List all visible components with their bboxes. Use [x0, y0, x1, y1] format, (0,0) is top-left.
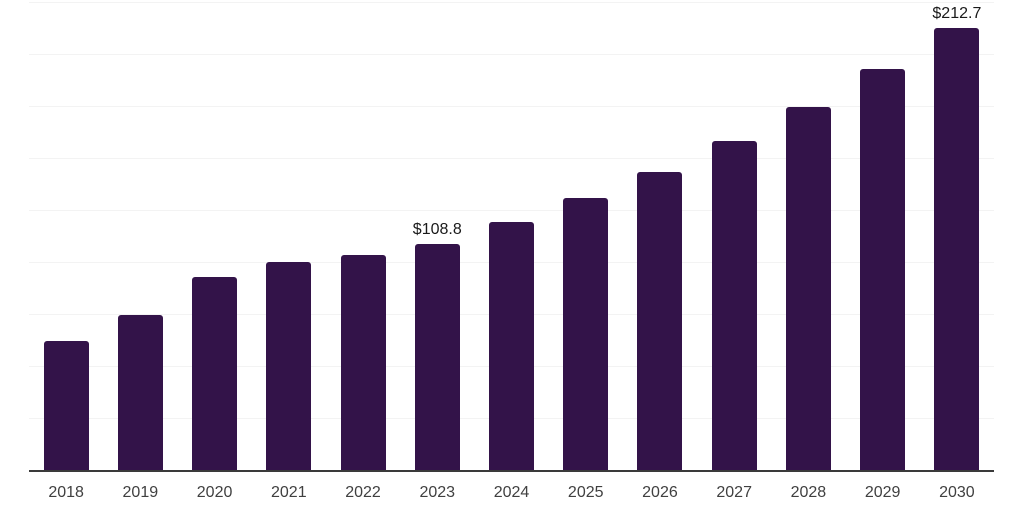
x-tick-label-2025: 2025 [567, 484, 604, 501]
bar-2023 [414, 243, 460, 470]
x-tick-label-2018: 2018 [48, 484, 84, 501]
gridline [29, 1, 994, 3]
data-label-2030: $212.7 [932, 4, 982, 22]
bar-2020 [192, 276, 238, 470]
x-tick-label-2027: 2027 [716, 484, 752, 501]
x-tick-label-2022: 2022 [345, 484, 381, 501]
data-label-2023: $108.8 [412, 220, 462, 238]
x-tick-label-2023: 2023 [419, 484, 456, 501]
gridline [29, 53, 994, 55]
x-tick-label-2028: 2028 [790, 484, 827, 501]
gridline [29, 105, 994, 107]
x-tick-label-2019: 2019 [122, 484, 159, 501]
bar-2024 [489, 222, 534, 470]
bar-2018 [43, 341, 89, 470]
x-tick-label-2024: 2024 [493, 484, 530, 501]
bar-2027 [711, 140, 757, 470]
bar-2021 [266, 262, 312, 470]
x-tick-label-2021: 2021 [271, 484, 307, 501]
x-tick-label-2029: 2029 [864, 484, 901, 501]
x-tick-label-2030: 2030 [939, 484, 975, 501]
bar-2026 [637, 171, 683, 470]
bar-2019 [117, 315, 163, 470]
x-tick-label-2026: 2026 [642, 484, 678, 501]
gridline [29, 209, 994, 211]
bar-2029 [860, 68, 906, 470]
bar-2025 [563, 197, 609, 470]
bar-2030 [934, 27, 980, 470]
bar-2028 [785, 107, 831, 470]
gridline [29, 157, 994, 159]
bar-2022 [340, 255, 386, 470]
x-tick-label-2020: 2020 [196, 484, 233, 501]
x-axis-line [29, 469, 994, 472]
